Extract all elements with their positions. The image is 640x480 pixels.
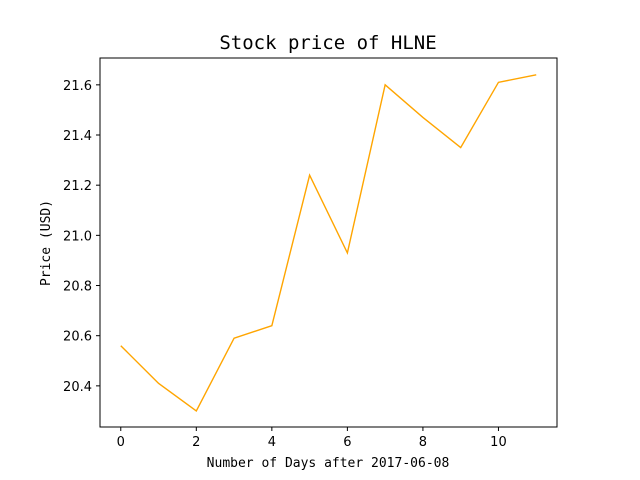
data-point <box>308 174 311 177</box>
data-point <box>157 382 160 385</box>
y-tick-label: 20.8 <box>63 280 92 295</box>
y-axis: 20.4 20.6 20.8 21.0 21.2 21.4 21.6 <box>63 79 100 395</box>
x-axis: 0 2 4 6 8 10 <box>117 427 507 450</box>
x-tick-label: 8 <box>419 435 427 450</box>
chart-title: Stock price of HLNE <box>219 32 436 54</box>
y-tick-label: 20.6 <box>63 330 92 345</box>
x-tick-label: 10 <box>490 435 507 450</box>
x-tick-label: 0 <box>117 435 125 450</box>
data-point <box>497 81 500 84</box>
y-tick-label: 21.6 <box>63 79 92 94</box>
data-point <box>535 73 538 76</box>
x-tick-label: 6 <box>343 435 351 450</box>
series-line <box>120 74 537 412</box>
data-point <box>421 116 424 119</box>
plot-area: 0 2 4 6 8 10 20.4 20.6 20.8 21.0 21.2 21.4 21.6 <box>63 57 558 450</box>
x-tick-label: 2 <box>192 435 200 450</box>
axes-frame <box>99 57 558 428</box>
y-axis-label: Price (USD) <box>39 200 54 286</box>
y-tick-label: 21.2 <box>63 179 92 194</box>
y-tick-label: 21.4 <box>63 129 92 144</box>
data-point <box>233 337 236 340</box>
series-group <box>119 73 538 412</box>
data-point <box>459 146 462 149</box>
data-point <box>270 324 273 327</box>
data-point <box>346 251 349 254</box>
y-tick-label: 21.0 <box>63 229 92 244</box>
data-point <box>119 344 122 347</box>
x-axis-label: Number of Days after 2017-06-08 <box>207 456 450 471</box>
data-point <box>195 409 198 412</box>
y-tick-label: 20.4 <box>63 380 92 395</box>
data-point <box>384 83 387 86</box>
x-tick-label: 4 <box>268 435 276 450</box>
